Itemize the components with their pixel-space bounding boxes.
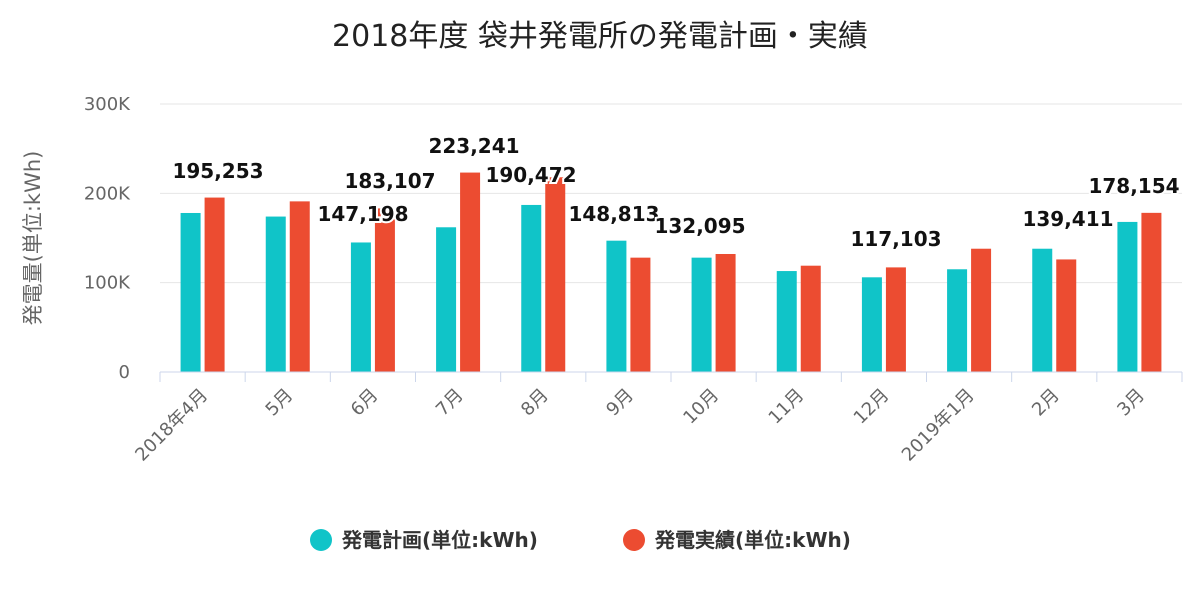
grid-layer [160,103,1182,373]
data-label: 183,107 [344,169,435,193]
data-label: 117,103 [850,227,941,251]
legend-label: 発電計画(単位:kWh) [341,528,538,552]
data-label: 190,472 [485,163,576,187]
y-tick-label: 0 [119,362,130,383]
bar-plan[interactable] [691,257,712,372]
bar-plan[interactable] [265,216,286,372]
x-tick-label: 3月 [1113,385,1149,421]
data-label: 178,154 [1088,174,1179,198]
bar-plan[interactable] [521,204,542,372]
x-tick-label: 9月 [602,385,638,421]
data-label: 132,095 [654,214,745,238]
bar-actual[interactable] [885,267,906,372]
bar-actual[interactable] [1056,259,1077,372]
x-tick-label: 2018年4月 [131,385,212,466]
legend-item-plan[interactable]: 発電計画(単位:kWh) [310,528,538,552]
x-tick-label: 5月 [262,385,298,421]
x-tick-label: 11月 [765,385,809,429]
bar-plan[interactable] [1032,248,1053,372]
legend-swatch [623,529,645,551]
bar-plan[interactable] [436,227,457,372]
y-tick-label: 200K [84,183,131,204]
bar-actual[interactable] [374,208,395,372]
x-tick-label: 2019年1月 [898,385,979,466]
y-axis-title: 発電量(単位:kWh) [21,151,45,326]
data-label: 223,241 [428,134,519,158]
x-tick-label: 6月 [347,385,383,421]
data-label: 147,198 [317,202,408,226]
x-tick-label: 2月 [1028,385,1064,421]
x-tick-label: 8月 [517,385,553,421]
x-tick-label: 7月 [432,385,468,421]
bar-actual[interactable] [800,265,821,372]
bar-actual[interactable] [545,177,566,372]
data-label: 139,411 [1022,207,1113,231]
x-tick-label: 10月 [679,385,723,429]
y-tick-label: 300K [84,94,131,115]
x-tick-label: 12月 [850,385,894,429]
bar-actual[interactable] [630,257,651,372]
bar-plan[interactable] [1117,221,1138,372]
legend-label: 発電実績(単位:kWh) [654,528,851,552]
bar-plan[interactable] [350,242,371,372]
chart-title: 2018年度 袋井発電所の発電計画・実績 [332,19,868,54]
bar-plan[interactable] [606,240,627,372]
bar-actual[interactable] [1141,212,1162,372]
bar-plan[interactable] [861,277,882,372]
bar-actual[interactable] [971,248,992,372]
legend-item-actual[interactable]: 発電実績(単位:kWh) [623,528,851,552]
bar-actual[interactable] [204,197,225,372]
legend-swatch [310,529,332,551]
bar-actual[interactable] [289,201,310,372]
bars-layer [180,172,1162,372]
data-label: 148,813 [568,202,659,226]
legend: 発電計画(単位:kWh) 発電実績(単位:kWh) [310,528,851,552]
y-tick-label: 100K [84,273,131,294]
bar-actual[interactable] [715,253,736,372]
bar-plan[interactable] [776,271,797,372]
data-label: 195,253 [172,159,263,183]
data-labels-layer: 195,253 183,107 147,198 223,241 190,472 148,8… [170,132,1181,253]
bar-plan[interactable] [180,212,201,372]
bar-plan[interactable] [947,269,968,372]
bar-actual[interactable] [460,172,481,372]
